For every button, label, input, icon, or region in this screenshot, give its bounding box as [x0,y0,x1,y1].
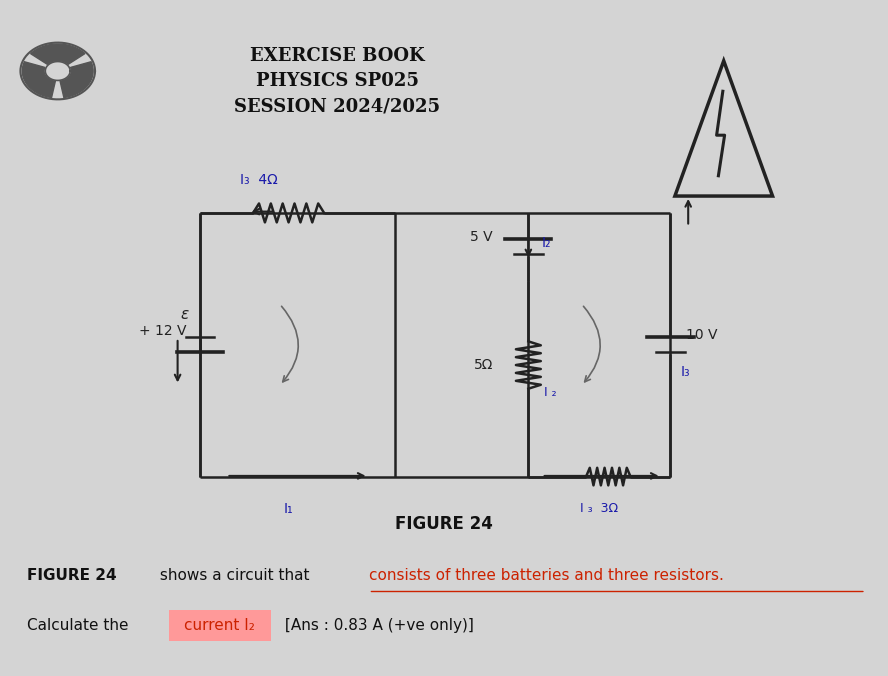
Text: 5Ω: 5Ω [473,358,493,372]
Polygon shape [30,44,85,64]
Polygon shape [22,62,55,97]
Text: EXERCISE BOOK
PHYSICS SP025
SESSION 2024/2025: EXERCISE BOOK PHYSICS SP025 SESSION 2024… [234,47,440,116]
Text: ε: ε [181,307,189,322]
Text: Calculate the: Calculate the [27,618,133,633]
Text: I₂: I₂ [542,237,551,250]
Text: FIGURE 24: FIGURE 24 [395,515,493,533]
Text: + 12 V: + 12 V [139,324,186,338]
Text: I₃: I₃ [681,365,691,379]
Text: current I₂: current I₂ [185,618,255,633]
Text: consists of three batteries and three resistors.: consists of three batteries and three re… [369,569,724,583]
Polygon shape [60,62,93,97]
Text: shows a circuit that: shows a circuit that [155,569,314,583]
Text: FIGURE 24: FIGURE 24 [27,569,116,583]
Text: 10 V: 10 V [686,328,718,341]
Text: 5 V: 5 V [471,230,493,243]
Text: [Ans : 0.83 A (+ve only)]: [Ans : 0.83 A (+ve only)] [280,618,473,633]
Text: I₁: I₁ [284,502,293,516]
Text: I ₃  3Ω: I ₃ 3Ω [581,502,618,515]
FancyBboxPatch shape [169,610,271,641]
Text: I₃  4Ω: I₃ 4Ω [240,173,278,187]
Text: I ₂: I ₂ [544,385,557,399]
